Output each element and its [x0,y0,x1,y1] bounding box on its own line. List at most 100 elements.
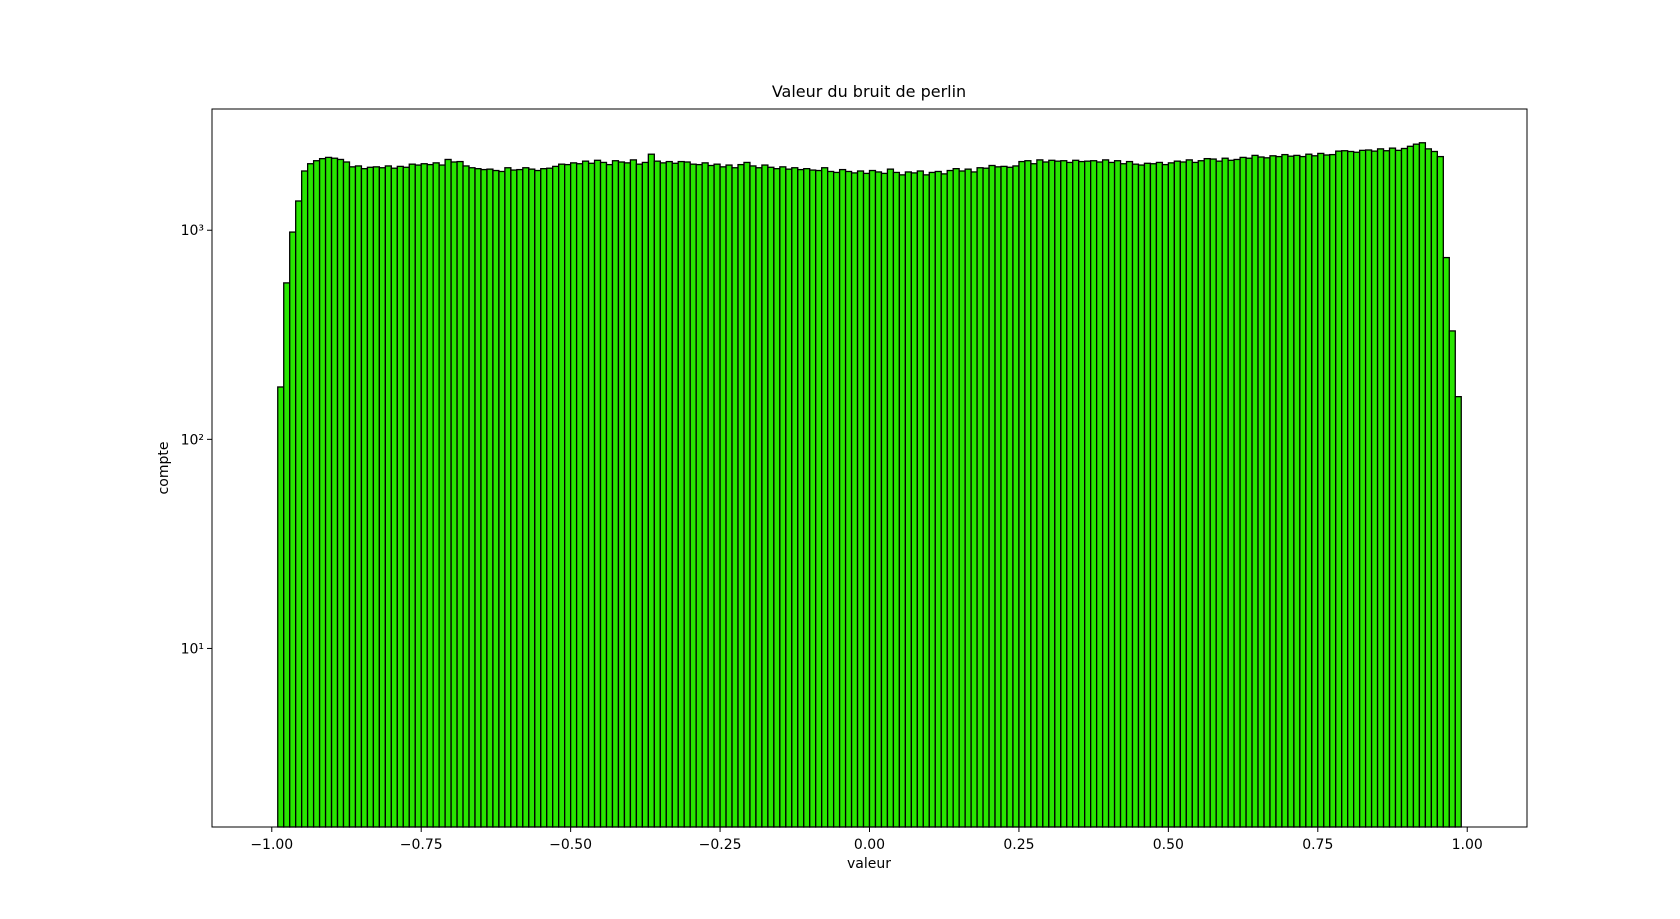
bar [360,168,369,828]
bar [444,158,452,828]
bar [378,167,386,828]
x-tick-label: −0.50 [549,837,592,853]
bar [1388,147,1397,828]
bar [928,171,936,828]
bar [880,172,889,828]
bar [342,161,351,828]
bar [468,167,476,828]
bar [366,166,375,828]
bar [1155,161,1164,828]
bar [641,161,649,828]
bar [354,165,363,828]
bar [695,163,703,828]
bar [791,167,799,828]
bar [534,169,542,828]
bar [815,169,823,828]
bar [838,168,847,828]
bar [312,160,321,828]
bar [1078,160,1086,828]
bar [1191,161,1199,828]
bar [372,166,381,828]
bar [629,159,638,828]
bar [1012,165,1020,828]
bar [510,169,518,828]
bar [749,165,757,828]
bar [480,168,488,828]
bar [1227,159,1235,828]
bar [474,168,482,828]
bar [306,163,315,828]
bar [743,161,751,828]
bar [492,169,500,828]
bar [892,171,901,828]
bar [1424,148,1433,828]
bar [1006,166,1014,828]
bar [593,159,602,828]
bar [330,157,339,828]
bar [1161,163,1170,828]
bar [1442,256,1450,828]
bar [1101,159,1110,828]
bar [575,163,584,828]
bar [868,169,877,828]
bar [1042,161,1050,828]
bar [1287,155,1295,828]
bar [653,160,661,828]
bar [803,168,811,828]
bar [396,165,404,828]
bar [301,170,309,828]
bar [1454,396,1462,828]
bar [683,161,691,828]
bar [1293,154,1301,828]
bar [1215,160,1223,828]
bar [1119,163,1128,828]
bar [725,164,733,828]
bar [516,168,524,828]
bar [1275,155,1283,828]
bar [564,163,572,828]
bar [318,157,327,828]
bar [1412,143,1421,828]
bar [420,163,428,828]
bar [755,167,763,828]
bar [1072,159,1080,828]
bar [874,171,883,828]
bar [1448,330,1456,828]
bar [898,174,907,828]
bar [964,168,972,828]
bar [844,170,853,828]
bar [1317,152,1325,828]
bar [623,162,632,828]
bar [1000,165,1008,828]
bar [1060,160,1068,828]
bar [862,172,871,828]
bar [1436,155,1444,828]
bar [348,166,357,828]
bar [958,170,966,828]
bar [904,171,912,828]
bar [522,167,530,828]
y-tick-label: 10² [181,432,204,448]
bar [587,162,596,828]
y-axis-label: compte [156,442,172,495]
bar [1281,153,1289,828]
bar [856,170,865,828]
bar [1305,153,1313,828]
bar [779,166,787,828]
bar [1335,150,1343,828]
bar [827,170,835,828]
bar [289,231,297,828]
bar [1257,156,1265,828]
bar [821,167,829,828]
bar [934,170,942,828]
bar [773,168,781,828]
bar [982,167,990,828]
bar [1030,163,1038,828]
bar [1239,156,1247,828]
bar [384,165,392,828]
y-tick-label: 10³ [181,223,204,239]
x-tick-label: 0.25 [1003,837,1034,853]
bar [414,164,422,828]
bar [952,168,960,828]
bar [1137,164,1146,828]
